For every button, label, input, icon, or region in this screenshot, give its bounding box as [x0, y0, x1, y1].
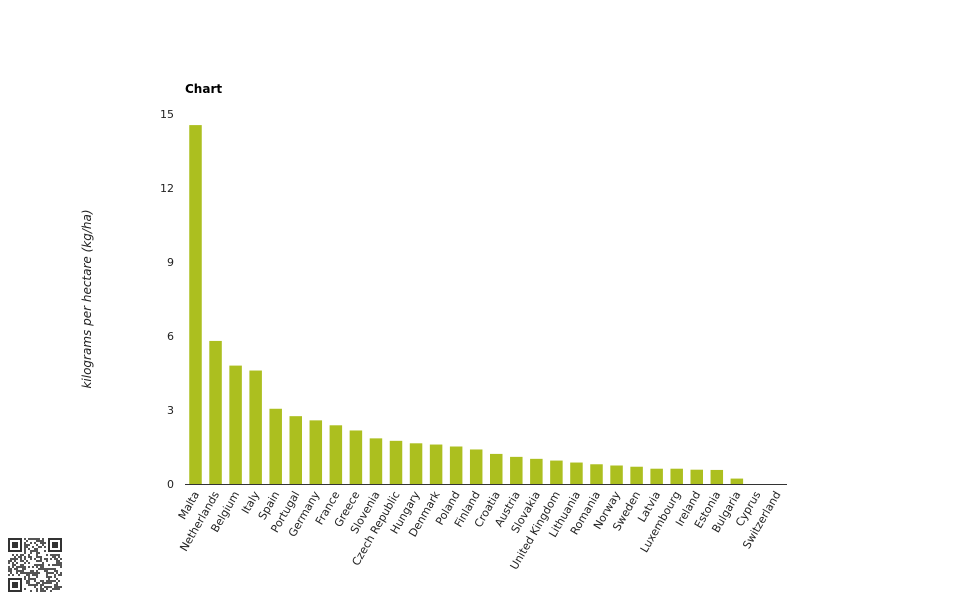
bars-group — [189, 125, 744, 484]
bar — [590, 464, 603, 484]
chart-title: Chart — [185, 82, 222, 96]
bar — [530, 458, 543, 484]
y-tick-label: 15 — [160, 108, 174, 121]
bar — [209, 340, 222, 484]
bar — [710, 469, 724, 484]
bar — [510, 456, 523, 484]
bar — [329, 425, 343, 484]
bar — [630, 466, 643, 484]
bar — [490, 453, 503, 484]
y-tick-label: 6 — [167, 330, 174, 343]
bar — [349, 430, 363, 484]
bar — [409, 443, 423, 484]
bar — [730, 478, 744, 484]
bar — [469, 449, 483, 484]
bar — [650, 468, 663, 484]
bar — [269, 408, 282, 484]
bar — [229, 365, 242, 484]
bar — [570, 462, 583, 484]
bar — [429, 444, 443, 484]
bar — [189, 125, 202, 484]
y-tick-label: 9 — [167, 256, 174, 269]
y-axis-ticks: 0 3 6 9 12 15 — [160, 108, 174, 491]
bar — [670, 468, 683, 484]
bar — [249, 370, 262, 484]
y-tick-label: 12 — [160, 182, 174, 195]
bar — [309, 420, 323, 484]
bar — [610, 465, 623, 484]
bar — [289, 416, 302, 484]
y-axis-label: kilograms per hectare (kg/ha) — [80, 209, 94, 388]
qr-code-icon — [8, 538, 62, 592]
bar — [449, 446, 463, 484]
bar — [369, 438, 383, 484]
x-axis-labels: MaltaNetherlandsBelgiumItalySpainPortuga… — [176, 488, 784, 572]
bar — [690, 469, 703, 484]
bar — [550, 460, 563, 484]
y-tick-label: 0 — [167, 478, 174, 491]
bar — [389, 440, 403, 484]
y-tick-label: 3 — [167, 404, 174, 417]
